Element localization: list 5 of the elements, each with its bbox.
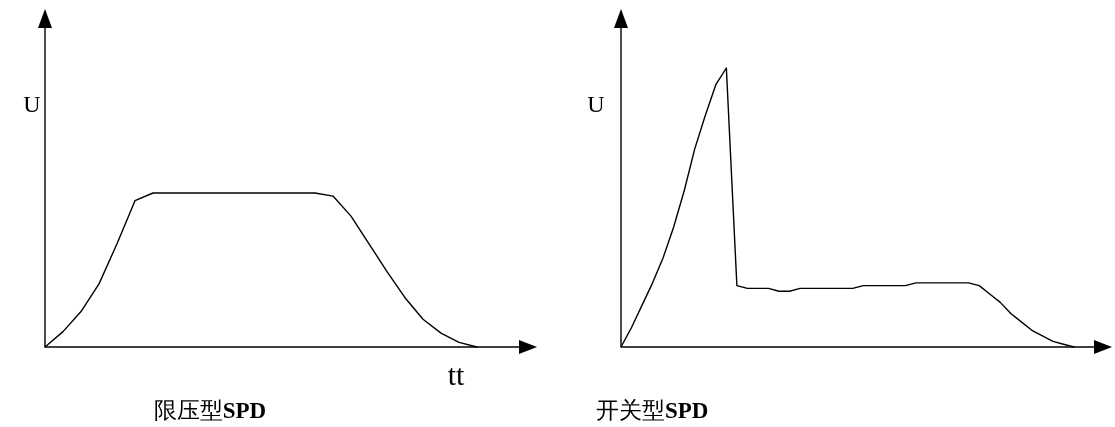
y-axis-title: U	[587, 91, 605, 117]
y-axis-title: U	[23, 91, 41, 117]
text: 开关型SPD	[596, 398, 709, 423]
text: 限压型SPD	[153, 398, 267, 423]
x-axis-title: tt	[447, 358, 465, 391]
